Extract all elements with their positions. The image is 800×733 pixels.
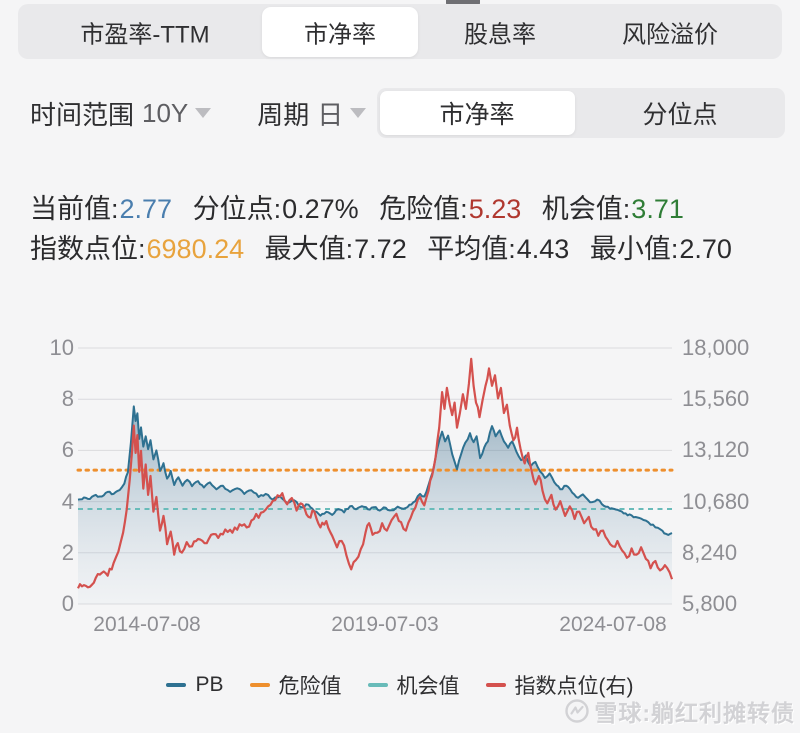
legend-label-danger: 危险值 xyxy=(278,675,342,698)
legend-item-danger: 危险值 xyxy=(249,670,342,700)
danger-line-swatch-icon xyxy=(249,683,270,687)
current-value: 2.77 xyxy=(119,194,173,224)
percentile-label: 分位点: xyxy=(192,194,282,224)
time-range-chevron-down-icon[interactable] xyxy=(195,108,212,118)
y-right-tick-13120: 13,120 xyxy=(682,437,750,462)
y-right-tick-5800: 5,800 xyxy=(682,591,738,616)
y-left-tick-8: 8 xyxy=(61,386,74,411)
tab-dividend-yield[interactable]: 股息率 xyxy=(464,21,536,48)
percentile-value: 0.27% xyxy=(282,194,359,224)
view-selected-pill xyxy=(380,91,575,135)
period-chevron-down-icon[interactable] xyxy=(350,108,367,118)
y-left-tick-0: 0 xyxy=(61,591,74,616)
danger-label: 危险值: xyxy=(379,194,468,224)
x-tick-2024: 2024-07-08 xyxy=(559,613,667,636)
legend-item-pb: PB xyxy=(166,673,224,697)
index-level-value: 6980.24 xyxy=(146,234,245,264)
y-right-tick-18000: 18,000 xyxy=(682,335,750,360)
watermark-text: 雪球:躺红利摊转债 xyxy=(594,700,795,726)
y-left-tick-10: 10 xyxy=(49,335,74,360)
opportunity-label: 机会值: xyxy=(541,194,631,224)
avg-value: 4.43 xyxy=(516,234,570,264)
metric-tabbar: 市盈率-TTM 市净率 股息率 风险溢价 xyxy=(18,4,782,59)
x-tick-2019: 2019-07-03 xyxy=(331,613,439,636)
max-value: 7.72 xyxy=(354,234,407,264)
stats-line-2: 指数点位:6980.24 最大值:7.72 平均值:4.43 最小值:2.70 xyxy=(30,229,745,269)
y-left-tick-4: 4 xyxy=(61,489,74,514)
x-tick-2014: 2014-07-08 xyxy=(93,613,201,636)
index-level-label: 指数点位: xyxy=(30,234,146,264)
stats-line-1: 当前值:2.77 分位点:0.27% 危险值:5.23 机会值:3.71 xyxy=(30,189,745,229)
opportunity-value: 3.71 xyxy=(631,194,684,224)
view-segmented-control: 市净率 分位点 xyxy=(377,88,785,138)
chart-legend: PB 危险值 机会值 指数点位(右) xyxy=(0,670,800,700)
y-right-tick-15560: 15,560 xyxy=(682,386,750,411)
y-right-tick-10680: 10,680 xyxy=(682,489,750,514)
period-value[interactable]: 日 xyxy=(317,99,344,130)
chart-controls: 时间范围 10Y 周期 日 xyxy=(30,88,367,138)
legend-item-index: 指数点位(右) xyxy=(485,670,634,700)
time-range-label: 时间范围 xyxy=(30,99,135,130)
legend-item-opportunity: 机会值 xyxy=(367,670,460,700)
tab-pb[interactable]: 市净率 xyxy=(304,21,376,48)
current-value-label: 当前值: xyxy=(30,194,119,224)
y-right-tick-8240: 8,240 xyxy=(682,540,738,565)
opportunity-line-swatch-icon xyxy=(367,683,388,687)
legend-label-opportunity: 机会值 xyxy=(396,675,460,698)
view-tab-pb[interactable]: 市净率 xyxy=(439,101,515,129)
danger-value: 5.23 xyxy=(468,194,522,224)
view-tab-percentile[interactable]: 分位点 xyxy=(642,101,718,129)
xueqiu-logo-icon xyxy=(565,699,590,723)
stats-panel: 当前值:2.77 分位点:0.27% 危险值:5.23 机会值:3.71 指数点… xyxy=(30,189,745,269)
selected-tab-pill xyxy=(262,7,418,57)
min-value: 2.70 xyxy=(679,234,732,264)
tab-pe-ttm[interactable]: 市盈率-TTM xyxy=(80,21,210,48)
period-label: 周期 xyxy=(257,99,310,130)
time-range-value[interactable]: 10Y xyxy=(142,97,189,128)
legend-label-index: 指数点位(右) xyxy=(514,675,634,698)
legend-label-pb: PB xyxy=(195,673,224,696)
y-left-tick-6: 6 xyxy=(61,437,74,462)
min-label: 最小值: xyxy=(589,234,679,264)
xueqiu-watermark: 雪球:躺红利摊转债 xyxy=(564,694,795,728)
max-label: 最大值: xyxy=(264,234,354,264)
y-left-tick-2: 2 xyxy=(61,540,74,565)
screen-top-notch xyxy=(446,0,480,5)
pb-line-swatch-icon xyxy=(166,683,187,687)
tab-risk-premium[interactable]: 风险溢价 xyxy=(622,21,718,48)
index-line-swatch-icon xyxy=(485,683,506,687)
avg-label: 平均值: xyxy=(427,234,516,264)
